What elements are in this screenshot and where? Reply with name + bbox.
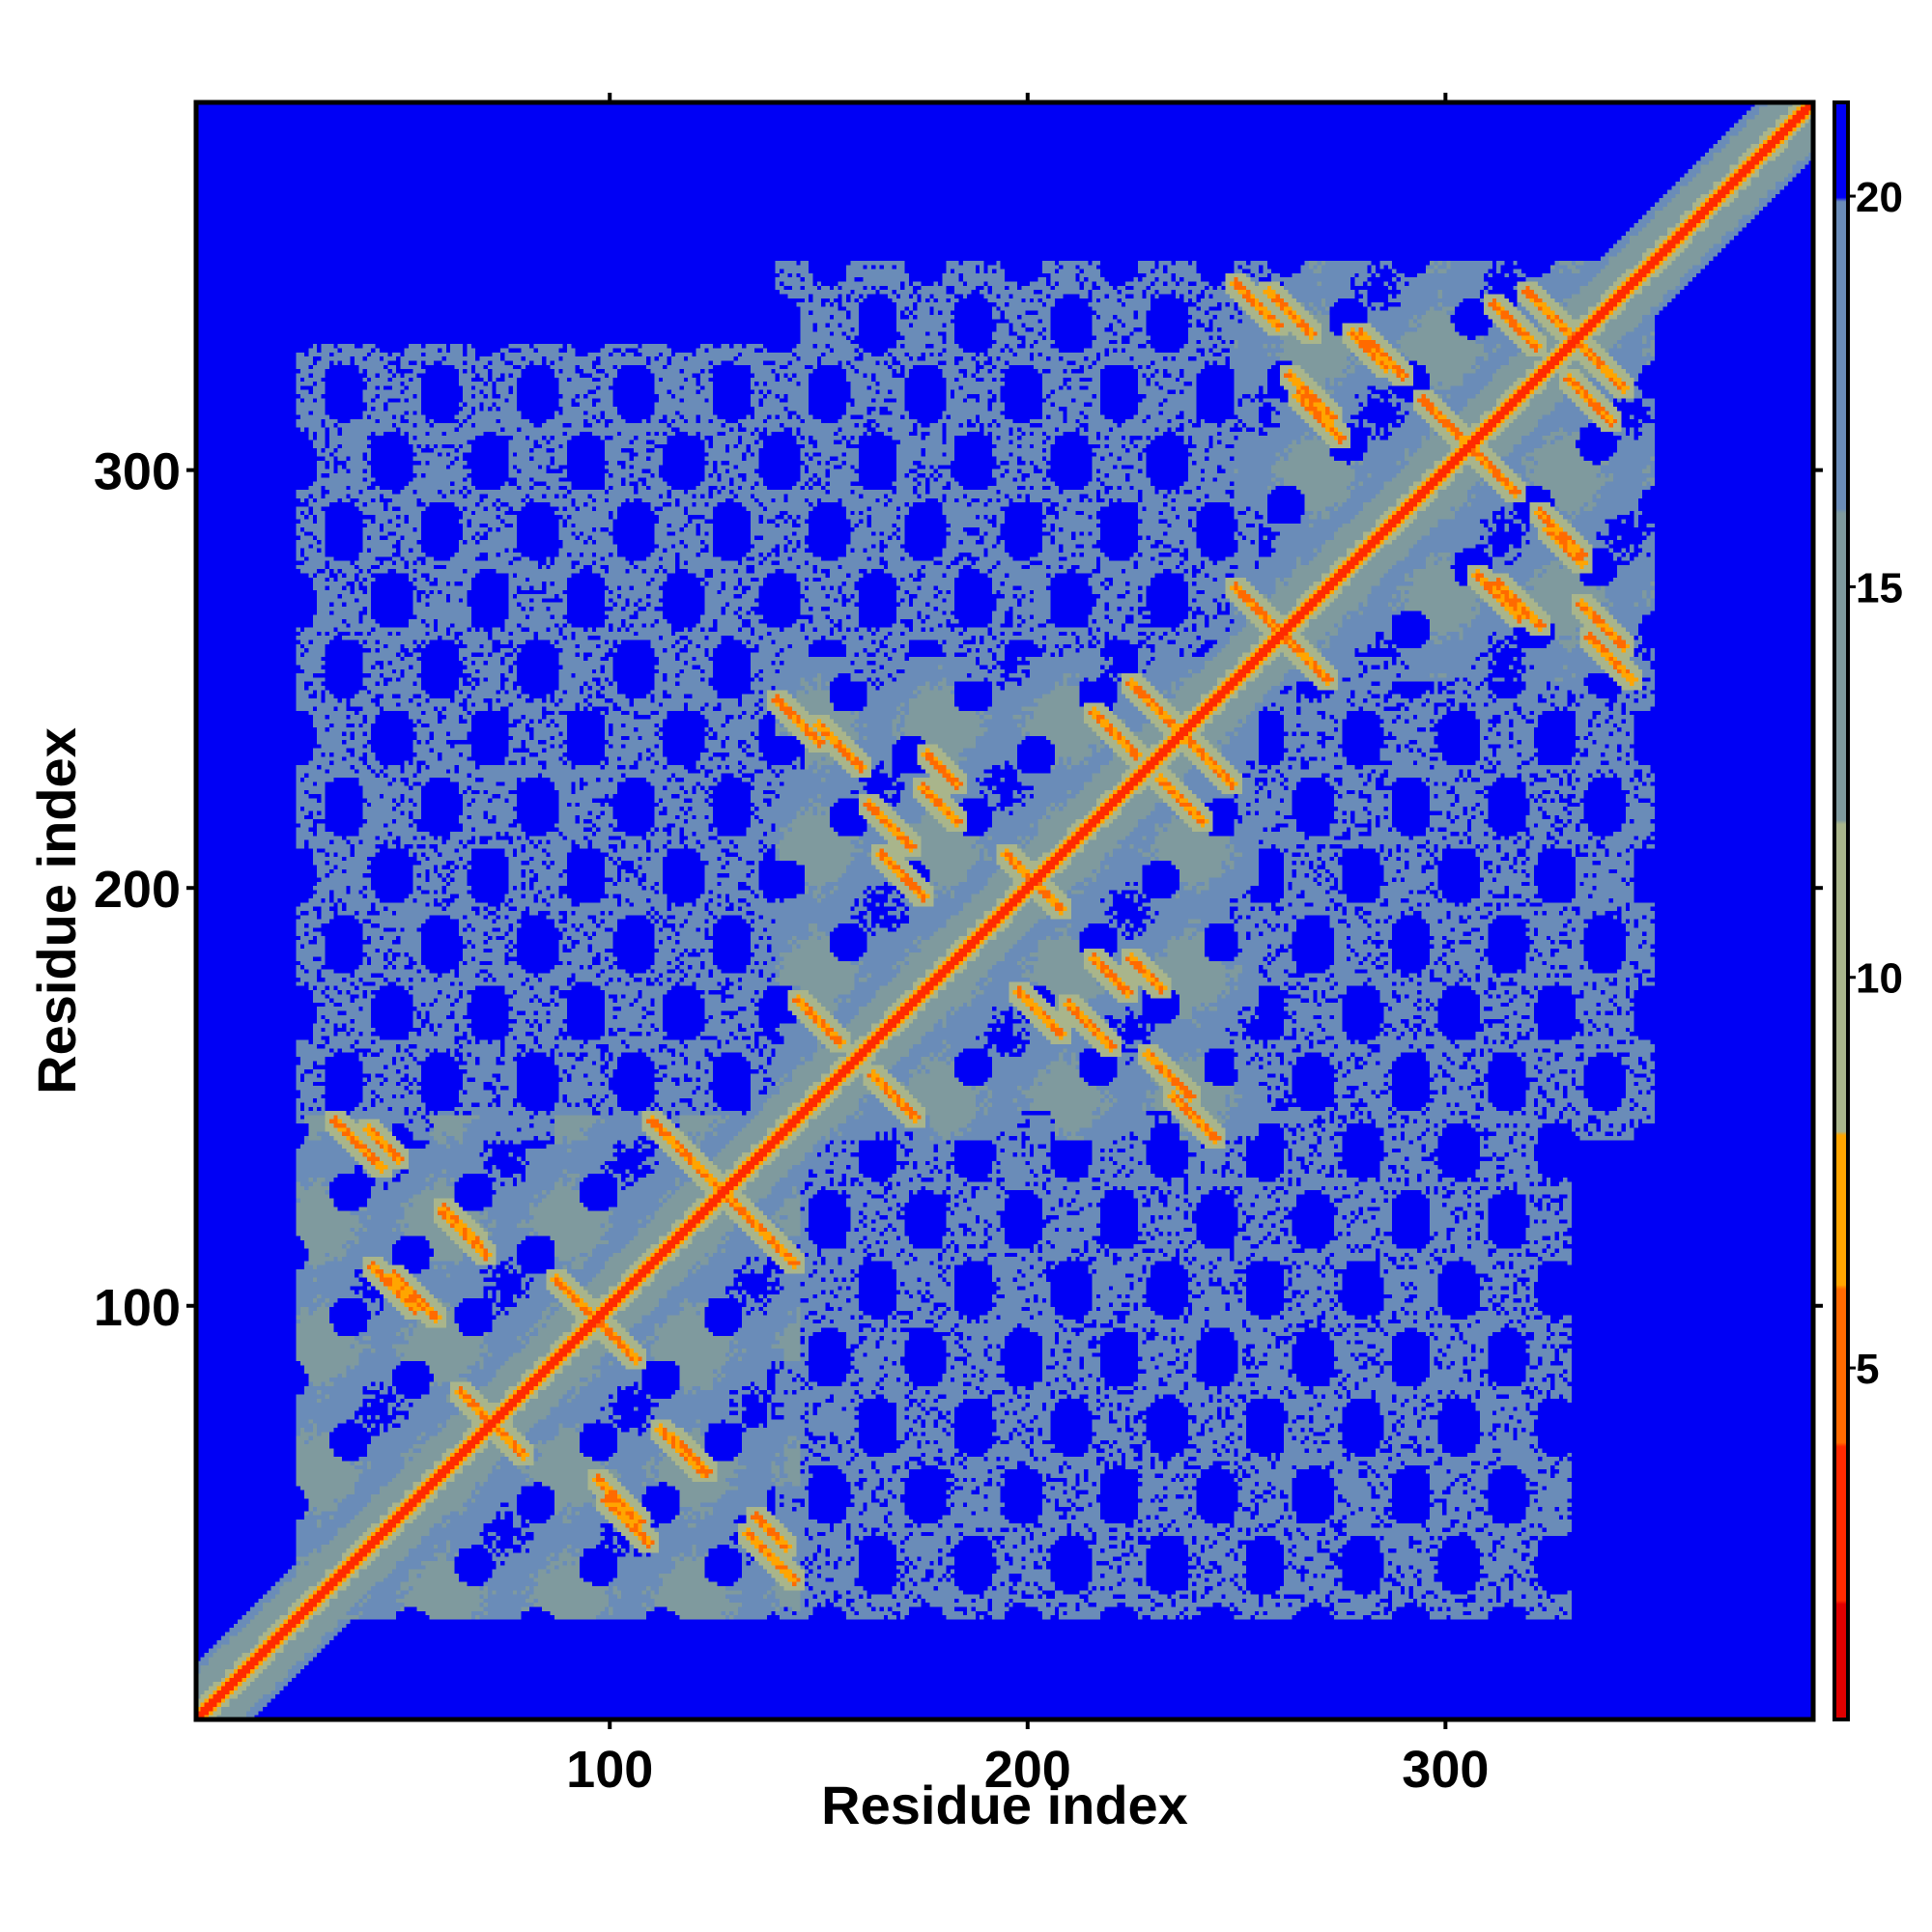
contact-map-heatmap (196, 102, 1813, 1719)
colorbar-tick-label: 20 (1856, 174, 1903, 221)
y-axis-right-ticks (1813, 468, 1823, 1308)
y-axis-title: Residue index (26, 727, 87, 1094)
x-axis-top-ticks (608, 93, 1448, 102)
x-tick-label: 300 (1402, 1741, 1489, 1799)
colorbar-tick-label: 10 (1856, 955, 1903, 1003)
colorbar-tick-label: 5 (1856, 1346, 1879, 1393)
colorbar (1834, 102, 1848, 1719)
y-tick-label: 100 (94, 1279, 181, 1337)
x-tick-label: 200 (984, 1741, 1071, 1799)
y-axis-ticks: 100 200 300 (94, 443, 196, 1337)
colorbar-tick-label: 15 (1856, 564, 1903, 611)
x-axis-title: Residue index (821, 1775, 1188, 1835)
y-tick-label: 200 (94, 861, 181, 919)
y-tick-label: 300 (94, 443, 181, 501)
x-axis-ticks: 100 200 300 (566, 1719, 1489, 1799)
x-tick-label: 100 (566, 1741, 653, 1799)
colorbar-ticks: 5 10 15 20 (1848, 174, 1903, 1393)
